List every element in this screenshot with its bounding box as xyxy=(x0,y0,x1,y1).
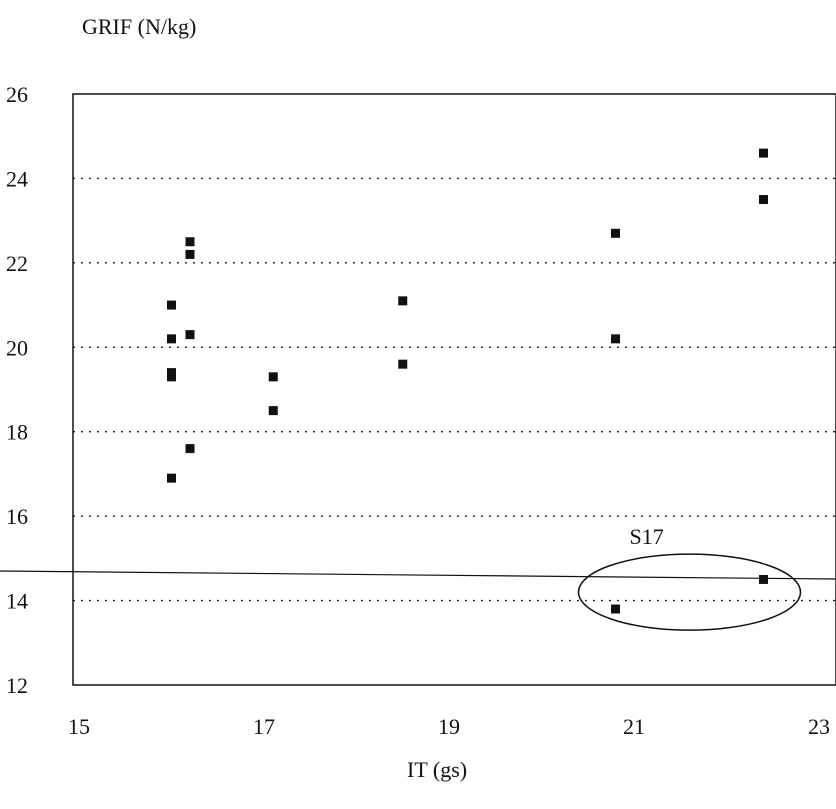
y-tick-label: 16 xyxy=(6,504,28,529)
x-tick-label: 21 xyxy=(623,714,645,739)
x-tick-label: 19 xyxy=(438,714,460,739)
data-point xyxy=(167,372,176,382)
y-tick-label: 18 xyxy=(6,420,28,445)
y-tick-label: 26 xyxy=(6,82,28,107)
y-tick-labels: 12 14 16 18 20 22 24 26 xyxy=(6,82,28,698)
y-axis-title: GRIF (N/kg) xyxy=(82,14,196,39)
plot-frame xyxy=(72,93,836,686)
y-tick-label: 24 xyxy=(6,166,28,191)
data-point xyxy=(268,372,278,382)
s17-highlight-ellipse xyxy=(577,553,802,631)
reference-line xyxy=(0,570,836,580)
data-points xyxy=(167,148,768,614)
data-point xyxy=(759,148,768,158)
y-tick-label: 14 xyxy=(6,589,28,614)
x-tick-label: 23 xyxy=(808,714,830,739)
data-point xyxy=(398,296,408,306)
x-tick-label: 15 xyxy=(68,714,90,739)
y-tick-label: 22 xyxy=(6,251,28,276)
x-tick-label: 17 xyxy=(253,714,275,739)
data-point xyxy=(611,334,620,344)
x-tick-labels: 15 17 19 21 23 xyxy=(68,714,830,739)
data-point xyxy=(611,228,620,238)
data-point xyxy=(185,249,195,259)
data-point xyxy=(268,406,278,416)
data-point xyxy=(185,444,195,454)
data-point xyxy=(759,574,768,584)
data-point xyxy=(185,237,195,247)
data-point xyxy=(611,604,620,614)
data-point xyxy=(398,359,408,369)
data-point xyxy=(759,195,768,205)
data-point xyxy=(167,473,176,483)
data-point xyxy=(167,334,176,344)
data-point xyxy=(185,330,195,340)
y-tick-label: 12 xyxy=(6,673,28,698)
y-tick-label: 20 xyxy=(6,335,28,360)
data-point xyxy=(167,300,176,310)
s17-annotation-label: S17 xyxy=(630,524,664,549)
x-axis-title: IT (gs) xyxy=(407,757,467,782)
